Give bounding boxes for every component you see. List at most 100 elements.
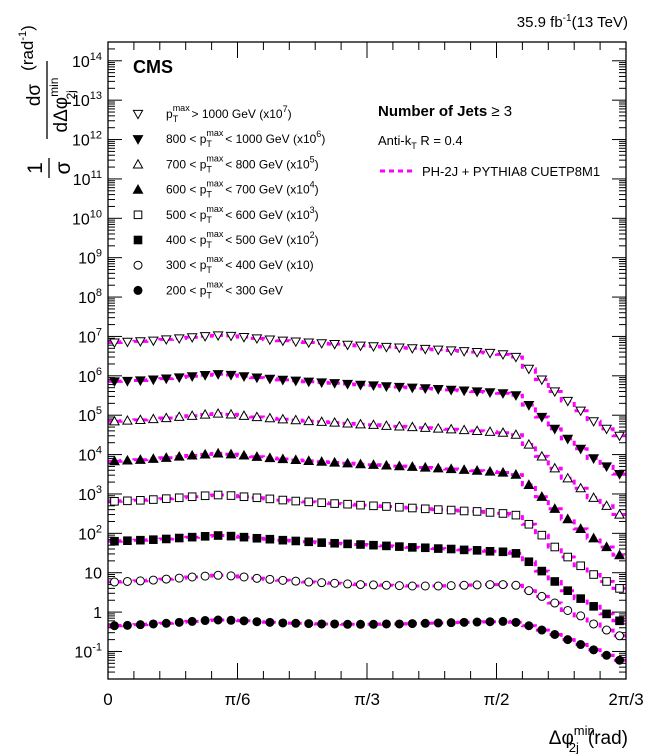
data-point xyxy=(134,337,146,347)
data-point xyxy=(484,426,496,436)
data-point xyxy=(122,620,132,630)
data-point xyxy=(252,573,262,583)
data-point xyxy=(200,571,210,581)
data-point xyxy=(238,449,250,460)
data-point xyxy=(550,629,560,639)
data-point xyxy=(445,385,457,396)
data-point xyxy=(589,619,599,629)
data-point xyxy=(304,497,314,507)
data-point xyxy=(304,619,314,629)
mc-curve xyxy=(108,333,626,438)
data-point xyxy=(342,457,354,468)
data-point xyxy=(369,501,378,511)
data-point xyxy=(445,463,457,474)
mc-curves xyxy=(108,333,626,662)
data-point xyxy=(445,423,457,434)
data-point xyxy=(161,494,171,503)
data-point xyxy=(511,549,521,558)
data-point xyxy=(238,333,250,343)
data-point xyxy=(173,450,185,461)
data-point xyxy=(330,538,339,548)
data-point xyxy=(110,536,119,546)
data-point xyxy=(212,447,224,458)
data-point xyxy=(485,617,495,627)
data-point xyxy=(133,210,143,220)
data-point xyxy=(251,373,263,384)
data-point xyxy=(123,496,132,506)
data-point xyxy=(278,535,288,545)
data-point xyxy=(394,619,404,629)
data-point xyxy=(303,377,315,388)
data-point xyxy=(277,413,289,424)
data-point xyxy=(368,381,379,392)
data-point xyxy=(588,417,600,427)
data-point xyxy=(562,513,574,524)
data-point xyxy=(458,386,470,397)
data-point xyxy=(278,575,288,585)
data-point xyxy=(523,364,535,375)
mc-curve xyxy=(108,493,626,590)
data-point xyxy=(588,532,600,543)
data-point xyxy=(537,530,547,540)
data-point xyxy=(550,598,560,608)
data-point xyxy=(343,619,353,629)
data-point xyxy=(446,581,456,591)
data-point xyxy=(213,531,223,540)
data-point xyxy=(614,508,625,519)
data-point xyxy=(160,374,172,385)
data-point xyxy=(149,535,158,544)
data-point xyxy=(356,619,366,629)
data-point xyxy=(265,534,275,544)
data-point xyxy=(406,421,418,432)
svg-text:1: 1 xyxy=(24,162,47,174)
data-point xyxy=(291,576,301,586)
data-point xyxy=(576,561,585,571)
data-point xyxy=(135,620,145,630)
data-point xyxy=(382,541,391,551)
data-point xyxy=(355,341,366,352)
data-point xyxy=(109,577,119,587)
data-point xyxy=(563,586,573,595)
data-point xyxy=(511,617,521,627)
y-tick-label: 1010 xyxy=(72,208,102,228)
y-tick-label: 109 xyxy=(78,248,102,268)
data-points xyxy=(109,331,625,665)
axes: 10-1 1 10 102 103 104 105 106 107 108 109 1010 1011 1… xyxy=(72,41,644,709)
data-point xyxy=(549,424,561,435)
data-point xyxy=(498,509,508,518)
data-point xyxy=(536,412,548,423)
data-point xyxy=(251,334,263,345)
data-point xyxy=(420,504,430,514)
data-point xyxy=(252,533,262,543)
data-point xyxy=(132,109,144,120)
data-point xyxy=(485,546,495,556)
data-point xyxy=(149,495,158,504)
data-point xyxy=(200,616,210,626)
data-point xyxy=(160,452,172,462)
data-point xyxy=(342,379,354,390)
data-point xyxy=(408,503,417,513)
y-tick-label: 1012 xyxy=(72,130,102,150)
mc-curve xyxy=(108,451,626,557)
data-point xyxy=(303,338,315,349)
data-point xyxy=(524,519,534,529)
data-point xyxy=(432,385,444,395)
data-point xyxy=(472,580,482,590)
data-point xyxy=(316,416,328,426)
data-point xyxy=(264,335,276,346)
data-point xyxy=(213,490,223,500)
data-point xyxy=(432,345,444,356)
data-point xyxy=(133,285,143,295)
data-point xyxy=(524,621,534,631)
data-point xyxy=(316,456,328,466)
data-point xyxy=(226,531,236,541)
data-point xyxy=(484,348,496,359)
data-point xyxy=(317,619,327,629)
svg-text:σ: σ xyxy=(52,161,75,174)
y-tick-label: 1013 xyxy=(72,90,102,110)
data-point xyxy=(393,460,405,471)
data-point xyxy=(510,468,522,479)
data-point xyxy=(406,344,418,354)
data-point xyxy=(135,576,145,586)
